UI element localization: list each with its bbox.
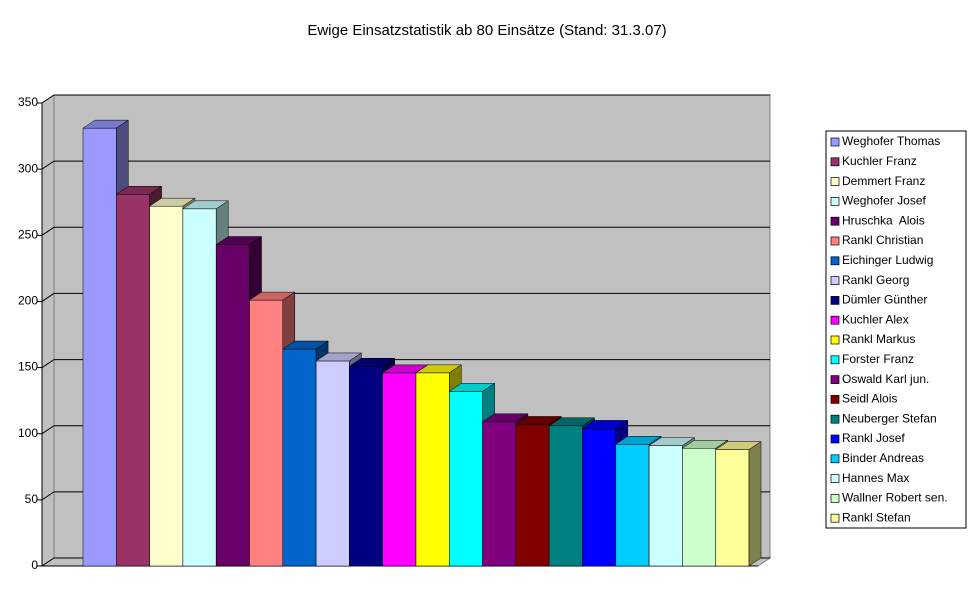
legend-label: Oswald Karl jun.	[842, 372, 929, 386]
bar-side	[748, 441, 762, 567]
legend-swatch	[830, 355, 840, 365]
legend-swatch	[830, 236, 840, 246]
bar	[249, 299, 284, 567]
legend-label: Rankl Markus	[842, 332, 915, 346]
bar	[82, 127, 117, 567]
y-tick-label: 0	[31, 558, 38, 572]
legend-swatch	[830, 276, 840, 285]
legend-swatch	[830, 137, 840, 147]
legend-swatch	[830, 375, 840, 384]
bar	[315, 360, 350, 567]
legend-label: Demmert Franz	[842, 174, 925, 188]
legend-swatch	[830, 157, 840, 167]
legend-label: Neuberger Stefan	[842, 411, 937, 425]
bar	[182, 208, 217, 567]
bar	[449, 391, 483, 567]
legend-swatch	[830, 414, 840, 424]
legend-swatch	[830, 177, 840, 186]
grid-line	[41, 359, 770, 368]
bar	[349, 365, 383, 567]
legend-label: Weghofer Josef	[842, 194, 926, 208]
bar	[415, 372, 450, 567]
bar	[282, 348, 317, 567]
legend-label: Rankl Georg	[842, 273, 909, 287]
y-tick-label: 350	[18, 95, 38, 109]
legend-label: Hannes Max	[842, 471, 909, 485]
legend-label: Weghofer Thomas	[842, 134, 940, 148]
legend-swatch	[830, 256, 840, 266]
bar	[582, 428, 617, 567]
bar	[548, 425, 583, 567]
bar	[382, 372, 417, 567]
bar	[682, 448, 716, 567]
legend-swatch	[830, 434, 840, 444]
legend-label: Wallner Robert sen.	[842, 491, 948, 505]
bar	[515, 424, 550, 567]
y-tick-label: 50	[25, 492, 39, 506]
y-tick-label: 300	[18, 161, 38, 175]
legend-label: Kuchler Franz	[842, 154, 917, 168]
legend-label: Forster Franz	[842, 352, 914, 366]
legend-swatch	[830, 474, 840, 483]
legend-label: Binder Andreas	[842, 451, 924, 465]
legend-swatch	[830, 454, 840, 464]
legend-swatch	[830, 216, 840, 226]
bar	[116, 194, 150, 567]
legend-label: Hruschka Alois	[842, 213, 925, 227]
legend-label: Rankl Josef	[842, 431, 905, 445]
legend-swatch	[830, 335, 840, 345]
grid-line	[41, 226, 770, 236]
legend-label: Eichinger Ludwig	[842, 253, 933, 267]
legend-label: Kuchler Alex	[842, 312, 909, 326]
y-tick-label: 150	[18, 360, 38, 374]
legend-swatch	[830, 513, 840, 523]
bar	[648, 445, 683, 567]
grid-line	[41, 94, 770, 104]
legend-label: Dümler Günther	[842, 293, 927, 307]
y-tick-label: 200	[18, 294, 38, 308]
bar	[482, 421, 517, 567]
legend-box	[825, 130, 967, 529]
grid-line	[41, 160, 770, 170]
legend-label: Rankl Christian	[842, 233, 923, 247]
legend-swatch	[830, 296, 840, 305]
grid-line	[41, 292, 770, 302]
bar	[715, 449, 750, 567]
bar	[215, 244, 250, 567]
y-tick-label: 250	[18, 227, 38, 241]
bar	[149, 205, 184, 567]
legend-swatch	[830, 315, 840, 325]
legend-label: Seidl Alois	[842, 392, 897, 406]
bar	[615, 444, 650, 567]
chart-title: Ewige Einsatzstatistik ab 80 Einsätze (S…	[307, 22, 666, 39]
legend-swatch	[830, 197, 840, 206]
legend-swatch	[830, 395, 840, 404]
legend-label: Rankl Stefan	[842, 510, 911, 524]
y-tick-label: 100	[18, 426, 38, 440]
legend-swatch	[830, 494, 840, 503]
